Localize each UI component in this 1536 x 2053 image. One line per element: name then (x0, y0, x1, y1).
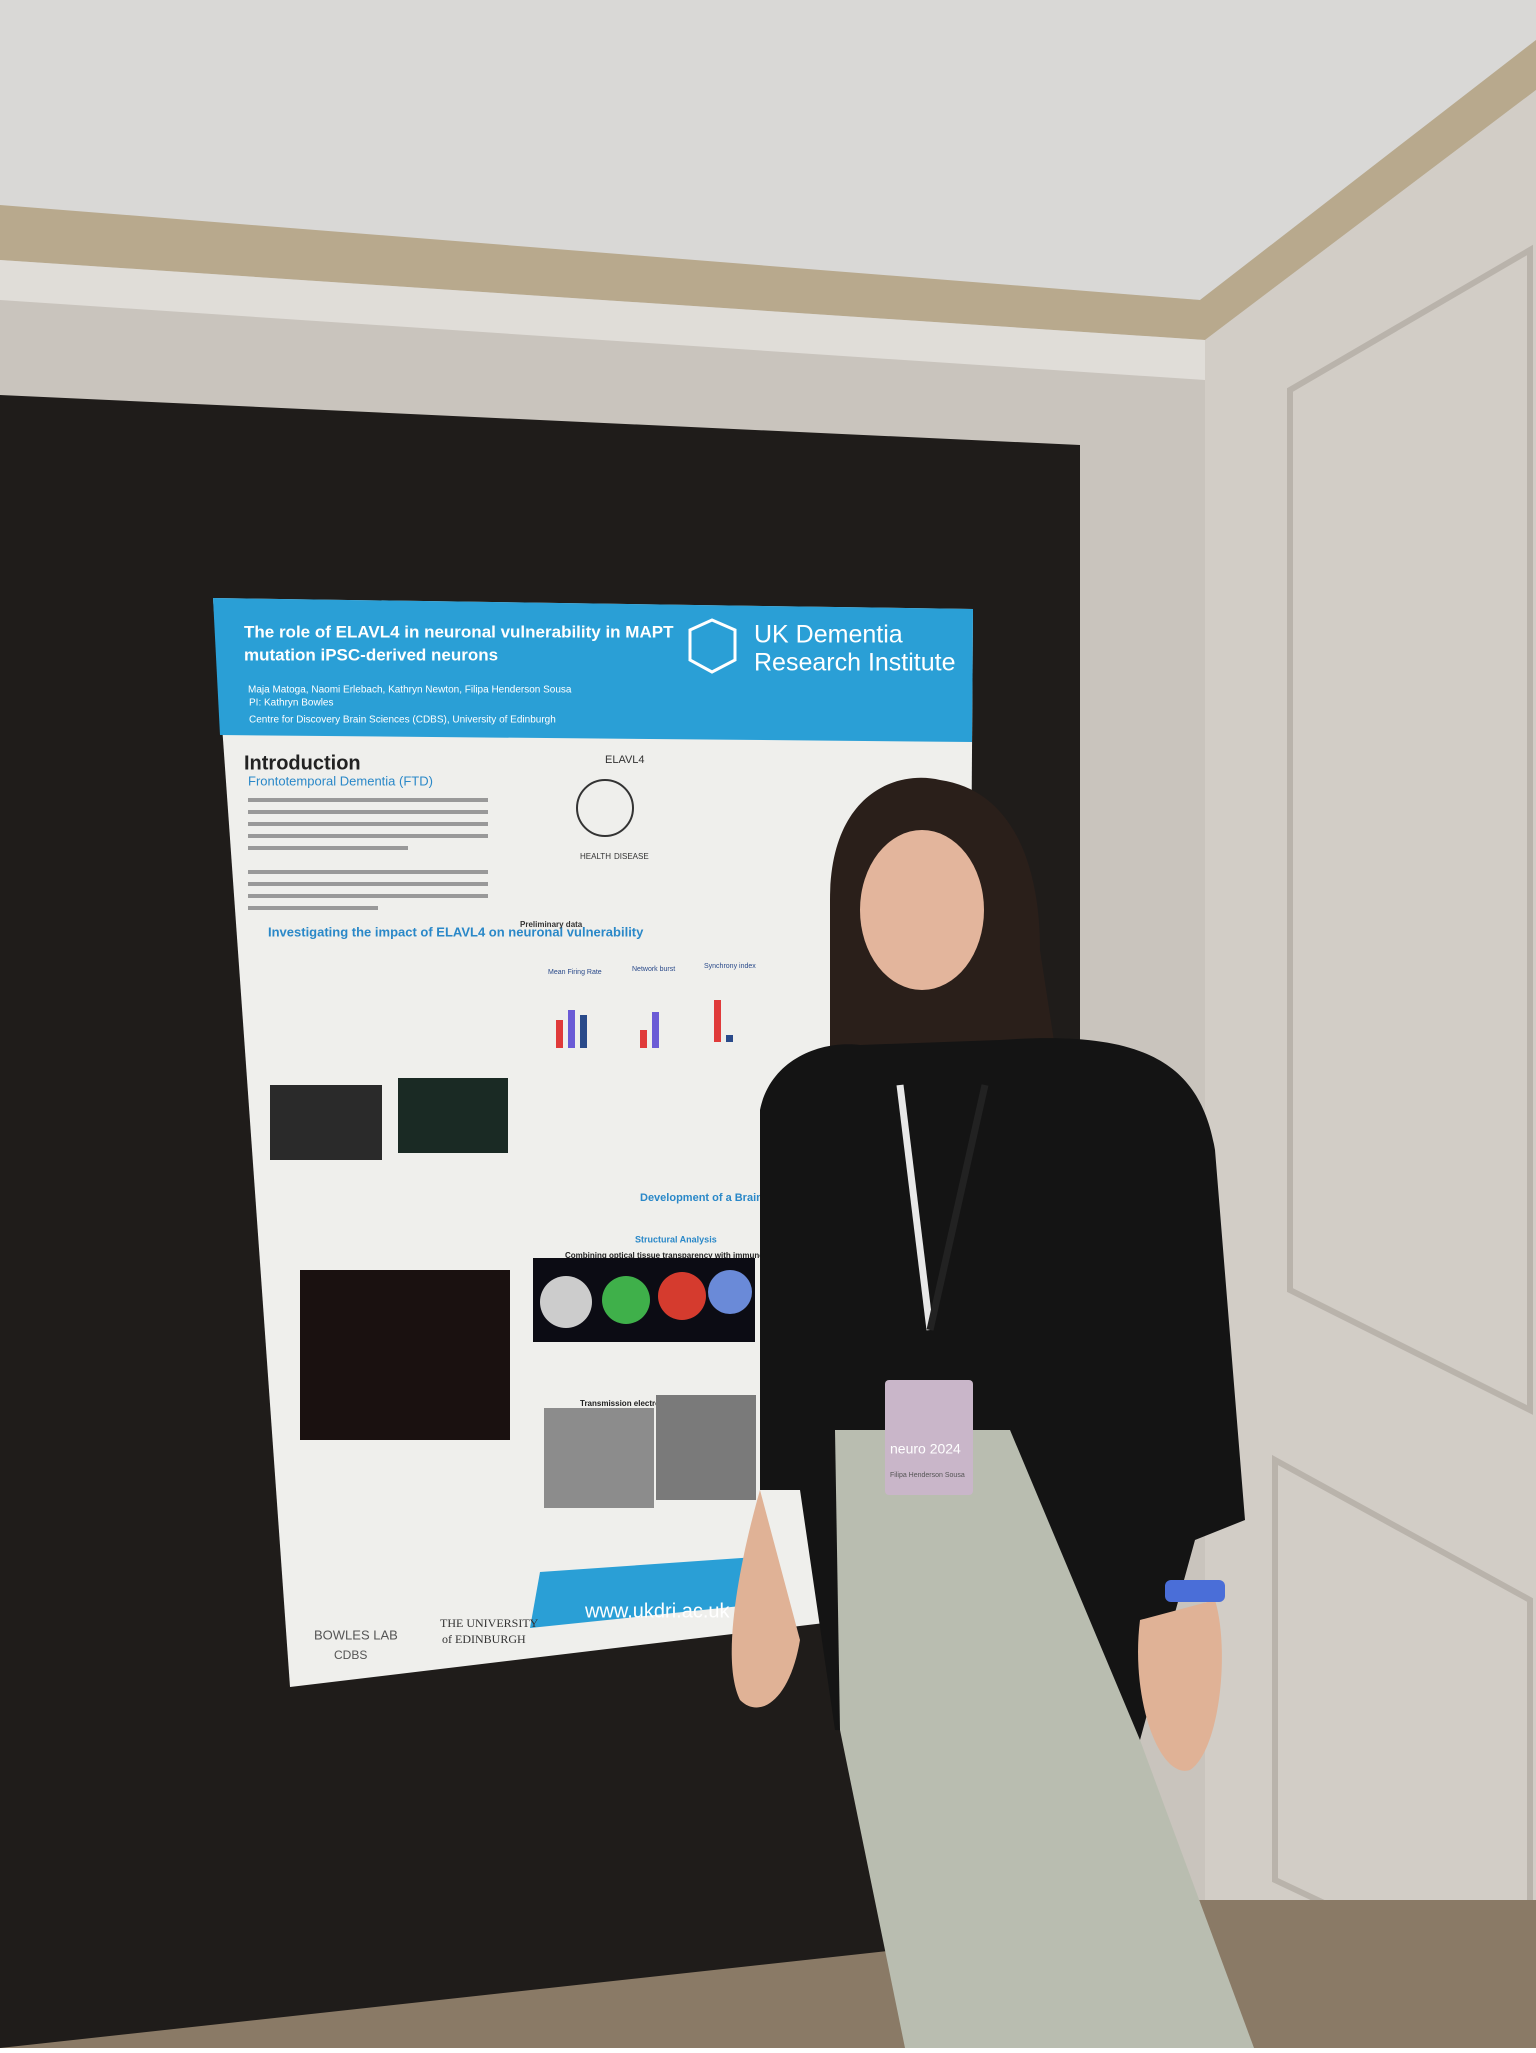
hand (1138, 1600, 1222, 1771)
logo-text: Research Institute (754, 649, 956, 677)
subheading: Frontotemporal Dementia (FTD) (248, 773, 433, 788)
badge-name: Filipa Henderson Sousa (890, 1472, 965, 1479)
pi: PI: Kathryn Bowles (249, 698, 333, 709)
ceiling (0, 0, 1536, 300)
hand (731, 1490, 800, 1708)
badge (885, 1380, 973, 1495)
tem-image (656, 1395, 756, 1500)
footer-logo: BOWLES LAB (314, 1627, 398, 1642)
wall-panel (1287, 244, 1533, 1415)
lanyard (926, 1084, 989, 1331)
badge-event: neuro 2024 (890, 1441, 961, 1457)
molding (0, 40, 1536, 340)
face (860, 830, 984, 990)
molding-lower (0, 260, 1205, 380)
affiliation: Centre for Discovery Brain Sciences (CDB… (249, 715, 556, 726)
micrograph (300, 1270, 510, 1440)
micrograph (398, 1078, 508, 1153)
plot-title: Mean Firing Rate (548, 969, 602, 976)
logo-icon (688, 618, 737, 674)
body-text (248, 798, 488, 910)
side-wall (1205, 90, 1536, 2048)
tem-image (544, 1408, 654, 1508)
subheading: Development of a Brain Or (640, 1192, 779, 1204)
diagram-title: ELAVL4 (605, 754, 645, 766)
plot-title: Synchrony index (704, 963, 756, 970)
diagram-label: HEALTH (580, 852, 611, 861)
footer-logo: THE UNIVERSITY (440, 1616, 539, 1630)
plot-title: Network burst (632, 966, 675, 973)
plot-bars (556, 1000, 733, 1048)
organoid (658, 1272, 706, 1320)
footer-logo: CDBS (334, 1648, 367, 1662)
organoid (602, 1276, 650, 1324)
footer-logo: of EDINBURGH (442, 1632, 526, 1646)
brain-icon (576, 779, 634, 837)
organoid (540, 1276, 592, 1328)
organoid (708, 1270, 752, 1314)
subheading: Investigating the impact of ELAVL4 on ne… (268, 924, 644, 939)
subheading: Structural Analysis (635, 1234, 717, 1244)
subheading: Combining optical tissue transparency wi… (565, 1251, 814, 1260)
trousers (835, 1430, 1254, 2048)
poster-title: The role of ELAVL4 in neuronal vulnerabi… (244, 622, 674, 641)
poster-header (213, 598, 973, 742)
url-band (530, 1556, 770, 1628)
logo-text: UK Dementia (754, 621, 903, 649)
section-heading: Introduction (244, 752, 361, 774)
subheading: Preliminary data (520, 920, 583, 929)
diagram-label: DISEASE (614, 852, 649, 861)
url: www.ukdri.ac.uk (584, 1600, 730, 1622)
authors: Maja Matoga, Naomi Erlebach, Kathryn New… (248, 685, 572, 696)
micrograph (270, 1085, 382, 1160)
lanyard (896, 1084, 934, 1331)
poster-title: mutation iPSC-derived neurons (244, 645, 498, 664)
watch (1165, 1580, 1225, 1602)
